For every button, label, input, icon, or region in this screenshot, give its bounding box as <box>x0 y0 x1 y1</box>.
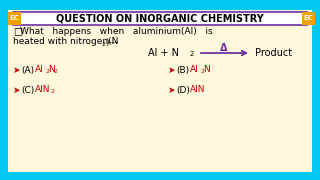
Text: Product: Product <box>255 48 292 58</box>
Text: (A): (A) <box>21 66 34 75</box>
Text: 2: 2 <box>190 51 194 57</box>
Text: (C): (C) <box>21 86 34 94</box>
FancyBboxPatch shape <box>302 12 315 25</box>
Text: heated with nitrogen(N: heated with nitrogen(N <box>13 37 118 46</box>
Text: □: □ <box>13 27 22 37</box>
FancyBboxPatch shape <box>8 10 312 172</box>
Text: ➤: ➤ <box>13 86 20 94</box>
FancyBboxPatch shape <box>13 12 307 25</box>
Text: 2: 2 <box>200 69 204 74</box>
Text: ➤: ➤ <box>168 66 175 75</box>
Text: 2: 2 <box>45 69 49 74</box>
Text: EC: EC <box>304 15 313 21</box>
Text: )---: )--- <box>105 37 118 46</box>
Text: ➤: ➤ <box>13 66 20 75</box>
Text: What   happens   when   aluminium(Al)   is: What happens when aluminium(Al) is <box>20 28 212 37</box>
Text: QUESTION ON INORGANIC CHEMISTRY: QUESTION ON INORGANIC CHEMISTRY <box>56 14 264 24</box>
Text: N: N <box>48 66 55 75</box>
Text: Al: Al <box>190 66 199 75</box>
Text: AlN: AlN <box>190 86 205 94</box>
Text: (D): (D) <box>176 86 190 94</box>
Text: N: N <box>204 66 210 75</box>
Text: EC: EC <box>10 15 20 21</box>
Text: ➤: ➤ <box>168 86 175 94</box>
Text: Δ: Δ <box>220 43 228 53</box>
Text: (B): (B) <box>176 66 189 75</box>
FancyBboxPatch shape <box>8 12 21 25</box>
Text: Al + N: Al + N <box>148 48 179 58</box>
Text: AlN: AlN <box>35 86 51 94</box>
Text: 2: 2 <box>54 69 58 74</box>
Text: Al: Al <box>35 66 44 75</box>
Text: 2: 2 <box>101 42 105 46</box>
Text: 2: 2 <box>51 89 55 94</box>
